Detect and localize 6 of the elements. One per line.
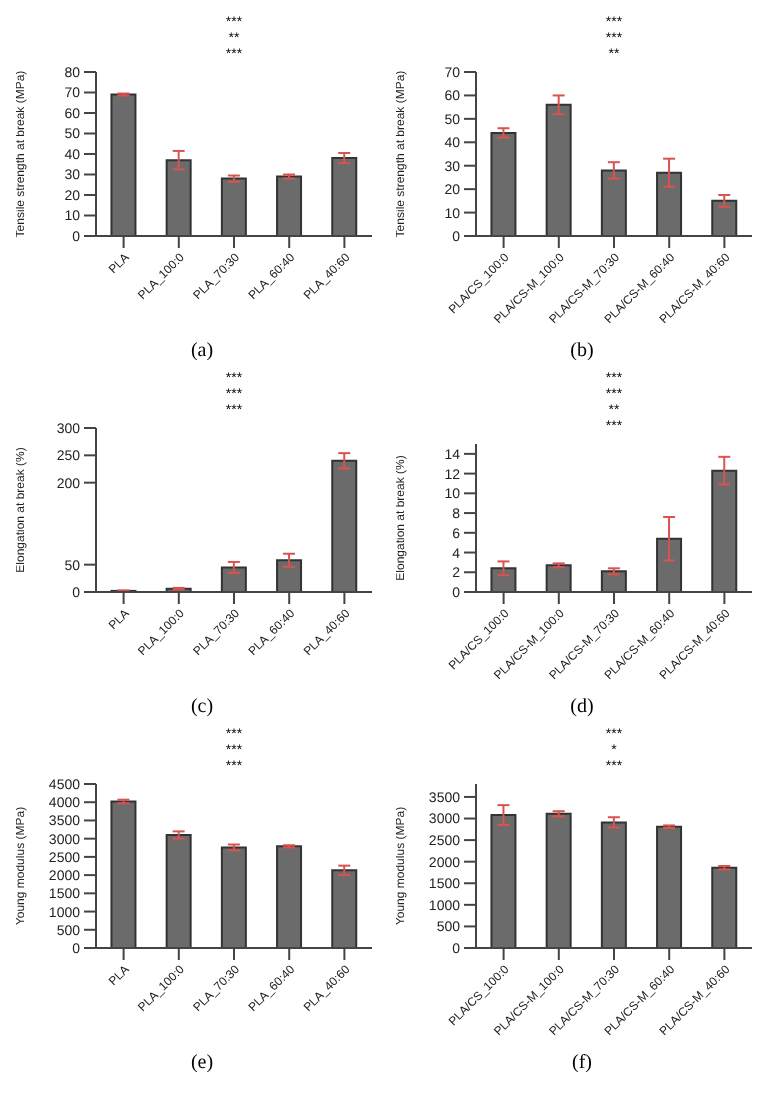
text: (c) (188, 696, 216, 722)
text: (b) (568, 340, 596, 366)
text: (a) (188, 340, 216, 366)
text: (d) (568, 696, 596, 722)
text: (e) (188, 1052, 216, 1078)
text: (f) (570, 1052, 594, 1078)
